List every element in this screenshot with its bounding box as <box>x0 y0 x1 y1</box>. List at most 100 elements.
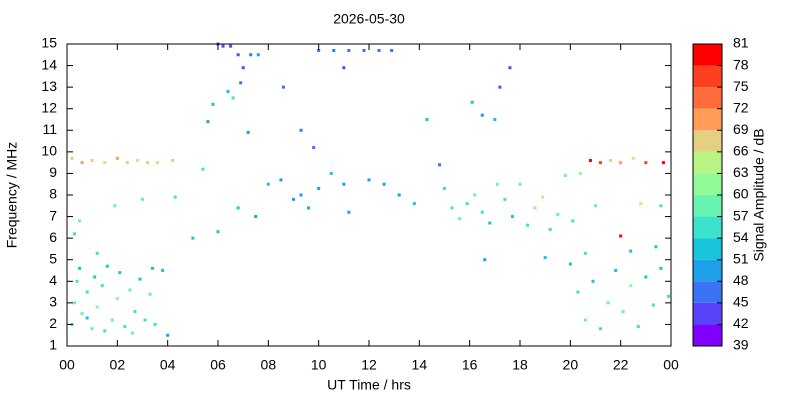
data-point <box>133 309 137 313</box>
data-point <box>599 327 603 331</box>
y-tick-label: 12 <box>41 99 57 115</box>
data-point <box>103 329 107 333</box>
data-point <box>226 89 230 93</box>
y-tick-label: 13 <box>41 78 57 94</box>
data-point <box>576 290 580 294</box>
data-point <box>105 264 109 268</box>
colorbar-tick-label: 63 <box>733 164 749 180</box>
colorbar-bin <box>693 281 722 303</box>
colorbar-bin <box>693 151 722 174</box>
colorbar-bin <box>693 216 722 239</box>
colorbar-tick-label: 51 <box>733 250 749 266</box>
data-point <box>533 206 537 210</box>
y-tick-label: 15 <box>41 35 57 51</box>
data-point <box>115 297 119 301</box>
data-point <box>103 161 107 165</box>
data-point <box>367 178 371 182</box>
data-point <box>606 301 610 305</box>
data-point <box>312 146 316 150</box>
data-point <box>130 331 134 335</box>
data-point <box>332 48 336 52</box>
data-point <box>510 215 514 219</box>
colorbar-tick-label: 78 <box>733 56 749 72</box>
data-point <box>631 156 635 160</box>
data-point <box>666 294 670 298</box>
data-point <box>95 251 99 255</box>
y-tick-label: 6 <box>49 229 57 245</box>
data-point <box>619 161 623 165</box>
data-point <box>153 322 157 326</box>
data-point <box>526 223 530 227</box>
colorbar-bin <box>693 259 722 282</box>
data-point <box>508 66 512 70</box>
data-point <box>73 301 77 305</box>
data-point <box>281 85 285 89</box>
data-point <box>266 182 270 186</box>
data-point <box>317 48 321 52</box>
colorbar-bin <box>693 302 722 325</box>
x-tick-label: 12 <box>361 357 377 373</box>
data-point <box>568 262 572 266</box>
data-point <box>594 204 597 208</box>
data-point <box>100 284 104 288</box>
data-point <box>390 48 394 52</box>
colorbar-bin <box>693 65 722 88</box>
data-point <box>307 206 311 210</box>
data-point <box>141 197 144 201</box>
data-point <box>629 284 633 288</box>
data-point <box>480 210 484 214</box>
y-tick-label: 5 <box>49 250 57 266</box>
data-point <box>317 187 321 191</box>
data-point <box>556 212 560 216</box>
data-point <box>95 305 99 309</box>
data-point <box>629 249 633 253</box>
colorbar-tick-label: 72 <box>733 99 749 115</box>
data-point <box>480 113 484 117</box>
data-point <box>143 318 147 322</box>
plot-frame <box>66 43 672 347</box>
data-point <box>151 266 155 270</box>
data-point <box>292 197 295 201</box>
data-point <box>498 85 502 89</box>
data-point <box>450 206 454 210</box>
data-point <box>90 327 94 331</box>
colorbar-bin <box>693 87 722 109</box>
data-point <box>254 215 258 219</box>
data-point <box>279 178 283 182</box>
data-point <box>503 197 507 201</box>
y-tick-label: 10 <box>41 143 57 159</box>
data-point <box>661 161 665 165</box>
x-tick-label: 04 <box>160 357 176 373</box>
data-point <box>138 277 142 281</box>
data-point <box>639 202 643 206</box>
x-axis-label: UT Time / hrs <box>327 377 411 393</box>
colorbar-bin <box>693 195 722 217</box>
data-point <box>191 236 195 240</box>
y-tick-label: 14 <box>41 56 57 72</box>
data-point <box>362 48 366 52</box>
data-point <box>256 53 260 57</box>
data-point <box>80 161 84 165</box>
x-tick-label: 22 <box>613 357 629 373</box>
data-point <box>644 275 648 279</box>
colorbar-tick-label: 42 <box>733 315 749 331</box>
colorbar-bin <box>693 108 722 131</box>
data-point <box>342 66 346 70</box>
data-point <box>591 279 595 283</box>
data-point <box>73 232 77 236</box>
y-tick-label: 8 <box>49 186 57 202</box>
data-point <box>425 118 429 121</box>
data-point <box>123 325 127 329</box>
data-point <box>599 161 603 165</box>
data-point <box>78 219 82 223</box>
data-point <box>161 269 165 272</box>
data-point <box>239 81 243 85</box>
data-point <box>206 120 210 124</box>
y-tick-label: 1 <box>49 337 57 353</box>
colorbar-tick-label: 60 <box>733 186 749 202</box>
data-point <box>563 174 567 178</box>
data-point <box>115 156 119 160</box>
data-point <box>518 182 522 186</box>
